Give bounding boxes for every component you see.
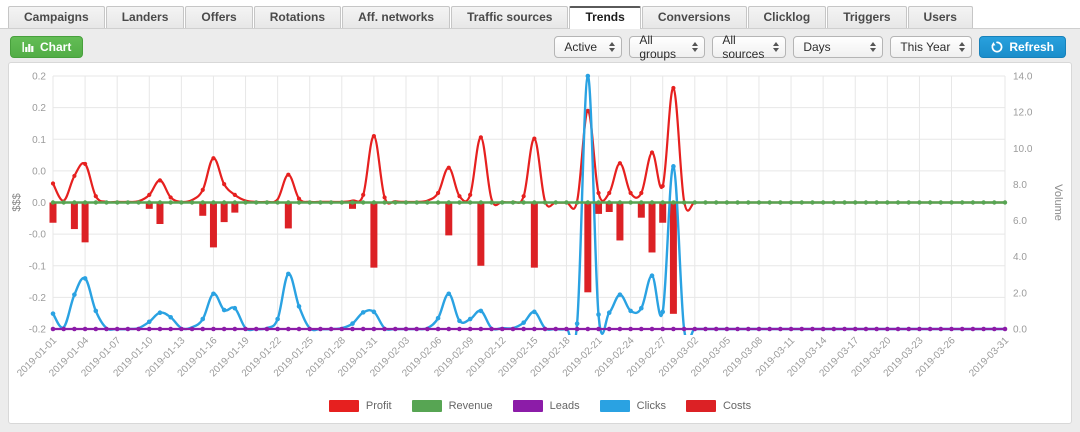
controls-row: Chart Active All groups All sources Days Thi…: [0, 29, 1080, 61]
svg-text:$$$: $$$: [11, 193, 23, 211]
tab-campaigns[interactable]: Campaigns: [8, 6, 105, 28]
select-caret-icon: [870, 42, 877, 52]
legend-item-costs[interactable]: Costs: [685, 400, 752, 412]
chart-button-label: Chart: [40, 40, 72, 54]
legend-swatch-clicks: [599, 400, 630, 412]
svg-text:14.0: 14.0: [1013, 72, 1033, 83]
legend-label-leads: Leads: [549, 400, 580, 412]
svg-text:Volume: Volume: [1052, 184, 1064, 221]
tab-rotations[interactable]: Rotations: [253, 6, 342, 28]
chart-button[interactable]: Chart: [10, 36, 84, 58]
sources-filter-value: All sources: [722, 33, 765, 61]
legend-swatch-costs: [685, 400, 716, 412]
legend-label-profit: Profit: [365, 400, 392, 412]
tab-offers[interactable]: Offers: [185, 6, 253, 28]
legend-item-leads[interactable]: Leads: [512, 400, 580, 412]
legend-item-revenue[interactable]: Revenue: [411, 400, 493, 412]
svg-text:10.0: 10.0: [1013, 144, 1033, 155]
svg-text:0.0: 0.0: [1013, 325, 1027, 336]
svg-text:-0.0: -0.0: [29, 230, 47, 241]
status-filter-select[interactable]: Active: [554, 36, 623, 58]
tab-bar: Campaigns Landers Offers Rotations Aff. netw…: [0, 0, 1080, 29]
refresh-icon: [991, 41, 1003, 53]
sources-filter-select[interactable]: All sources: [712, 33, 787, 61]
select-caret-icon: [959, 42, 966, 52]
trends-chart: 0.2 0.2 0.1 0.0 0.0 -0.0 -0.1 -0.2 -0.2 14.0 12.0 1…: [11, 72, 1064, 380]
svg-text:0.0: 0.0: [32, 198, 46, 209]
tab-triggers[interactable]: Triggers: [827, 6, 907, 28]
legend-item-clicks[interactable]: Clicks: [599, 400, 666, 412]
tab-aff-networks[interactable]: Aff. networks: [342, 6, 451, 28]
svg-text:0.1: 0.1: [32, 135, 46, 146]
chart-legend: Profit Revenue Leads Clicks Costs: [9, 400, 1071, 412]
svg-text:12.0: 12.0: [1013, 108, 1033, 119]
legend-swatch-leads: [512, 400, 543, 412]
legend-label-clicks: Clicks: [636, 400, 666, 412]
svg-text:6.0: 6.0: [1013, 216, 1027, 227]
period-filter-value: This Year: [900, 40, 951, 54]
select-caret-icon: [773, 42, 780, 52]
legend-label-revenue: Revenue: [448, 400, 493, 412]
period-filter-select[interactable]: This Year: [890, 36, 973, 58]
refresh-button[interactable]: Refresh: [979, 36, 1066, 58]
svg-text:-0.2: -0.2: [29, 293, 47, 304]
tab-users[interactable]: Users: [907, 6, 973, 28]
tab-trends[interactable]: Trends: [569, 6, 641, 29]
svg-text:0.0: 0.0: [32, 166, 46, 177]
tab-clicklog[interactable]: Clicklog: [747, 6, 827, 28]
select-caret-icon: [692, 42, 699, 52]
svg-text:8.0: 8.0: [1013, 180, 1027, 191]
svg-text:0.2: 0.2: [32, 103, 46, 114]
granularity-filter-value: Days: [803, 40, 831, 54]
groups-filter-value: All groups: [639, 33, 677, 61]
legend-swatch-revenue: [411, 400, 442, 412]
legend-swatch-profit: [328, 400, 359, 412]
groups-filter-select[interactable]: All groups: [629, 33, 706, 61]
trends-chart-panel: 0.2 0.2 0.1 0.0 0.0 -0.0 -0.1 -0.2 -0.2 14.0 12.0 1…: [8, 62, 1072, 424]
tab-conversions[interactable]: Conversions: [641, 6, 747, 28]
tab-landers[interactable]: Landers: [105, 6, 185, 28]
legend-label-costs: Costs: [722, 400, 752, 412]
svg-text:0.2: 0.2: [32, 72, 46, 83]
svg-text:-0.1: -0.1: [29, 261, 47, 272]
refresh-button-label: Refresh: [1009, 40, 1054, 54]
legend-item-profit[interactable]: Profit: [328, 400, 392, 412]
svg-text:-0.2: -0.2: [29, 325, 47, 336]
filters-group: Active All groups All sources Days This Year: [554, 33, 973, 61]
status-filter-value: Active: [564, 40, 597, 54]
tab-traffic-sources[interactable]: Traffic sources: [451, 6, 569, 28]
svg-text:2019-03-31: 2019-03-31: [967, 335, 1011, 379]
svg-text:2.0: 2.0: [1013, 288, 1027, 299]
select-caret-icon: [609, 42, 616, 52]
granularity-filter-select[interactable]: Days: [793, 36, 884, 58]
bar-chart-icon: [22, 41, 34, 53]
svg-text:4.0: 4.0: [1013, 252, 1027, 263]
